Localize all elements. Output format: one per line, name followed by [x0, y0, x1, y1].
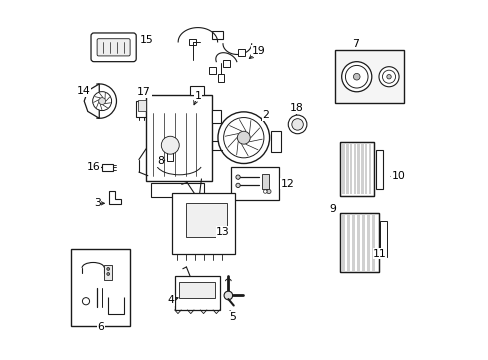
Circle shape [378, 67, 398, 87]
Circle shape [224, 291, 232, 300]
Circle shape [345, 66, 367, 88]
Bar [208, 67, 215, 74]
Text: 1: 1 [194, 91, 201, 101]
Bar [342, 144, 344, 194]
Bar [218, 74, 224, 82]
Bar [190, 86, 204, 95]
Bar [339, 213, 378, 273]
Bar [366, 215, 369, 271]
Text: 5: 5 [229, 312, 236, 322]
Bar [230, 167, 279, 200]
Circle shape [218, 112, 269, 163]
Polygon shape [109, 191, 121, 204]
Bar [349, 144, 352, 194]
Circle shape [106, 273, 109, 275]
Bar [341, 215, 345, 271]
Circle shape [161, 136, 179, 154]
Circle shape [92, 92, 111, 111]
Bar [351, 215, 354, 271]
Polygon shape [107, 297, 123, 315]
Text: 19: 19 [251, 46, 265, 56]
Circle shape [82, 298, 89, 305]
Bar [146, 95, 212, 181]
Bar [102, 163, 113, 171]
Text: 7: 7 [351, 39, 358, 49]
Bar [186, 203, 227, 237]
Bar [368, 144, 370, 194]
Text: 2: 2 [262, 111, 269, 121]
Circle shape [237, 131, 250, 144]
Circle shape [266, 189, 270, 194]
Bar [364, 144, 367, 194]
Bar [174, 276, 219, 310]
Circle shape [287, 115, 306, 134]
Circle shape [341, 62, 371, 92]
Circle shape [235, 183, 240, 188]
Text: 6: 6 [98, 322, 104, 332]
Bar [212, 110, 221, 123]
Bar [71, 249, 130, 326]
Text: 16: 16 [87, 162, 101, 172]
Bar [238, 49, 244, 56]
Text: 3: 3 [94, 198, 101, 208]
FancyBboxPatch shape [97, 39, 130, 56]
Text: 9: 9 [328, 204, 335, 214]
Bar [188, 39, 196, 45]
Bar [104, 265, 112, 280]
Bar [171, 193, 234, 254]
Bar [346, 144, 348, 194]
Text: 18: 18 [289, 103, 303, 113]
Bar [340, 142, 374, 196]
Bar [334, 50, 403, 103]
Circle shape [263, 190, 266, 193]
Text: 10: 10 [391, 171, 405, 181]
Circle shape [235, 175, 240, 179]
Bar [136, 101, 147, 117]
Text: 17: 17 [137, 87, 151, 97]
Bar [262, 174, 268, 189]
Bar [356, 215, 359, 271]
Text: 12: 12 [280, 179, 294, 189]
Bar [223, 60, 230, 67]
FancyBboxPatch shape [91, 33, 136, 62]
Circle shape [223, 118, 264, 158]
Text: 8: 8 [157, 156, 163, 166]
Bar [137, 100, 145, 111]
Circle shape [106, 267, 109, 270]
Circle shape [99, 98, 105, 104]
Text: 15: 15 [140, 35, 154, 45]
Bar [353, 144, 355, 194]
Bar [357, 144, 359, 194]
Circle shape [386, 75, 390, 79]
Bar [346, 215, 349, 271]
Bar [340, 142, 374, 196]
Bar [179, 283, 215, 298]
Text: 13: 13 [216, 227, 229, 237]
Text: 14: 14 [77, 86, 91, 96]
Polygon shape [84, 84, 99, 118]
Bar [212, 31, 223, 39]
Bar [361, 144, 363, 194]
Bar [379, 221, 386, 257]
Bar [270, 131, 281, 152]
Bar [151, 183, 203, 197]
Text: 4: 4 [167, 295, 174, 305]
Bar [361, 215, 364, 271]
Circle shape [382, 70, 395, 83]
Circle shape [291, 119, 303, 130]
Text: 11: 11 [372, 248, 386, 258]
Bar [166, 150, 173, 161]
Circle shape [353, 73, 359, 80]
Bar [339, 213, 378, 273]
Bar [375, 150, 382, 189]
Bar [371, 215, 374, 271]
